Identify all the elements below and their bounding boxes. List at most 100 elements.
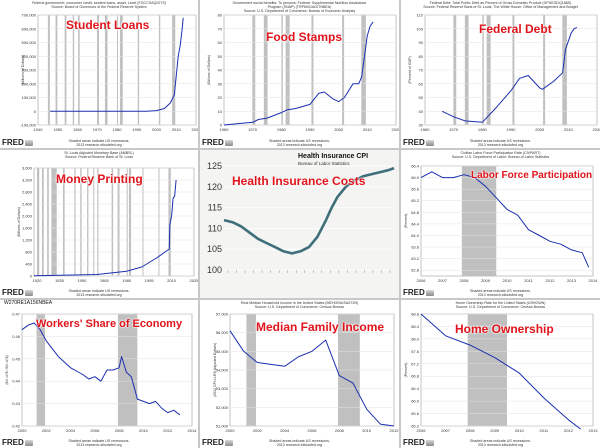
y-tick-label: 100,000 [22,95,37,100]
x-tick-label: 2006 [308,428,318,433]
y-tick-label: 60 [218,40,223,45]
y-axis-label: (Billions of Dollars) [207,55,211,85]
x-tick-label: 2010 [363,127,373,132]
y-axis-label: (Percent) [404,363,408,378]
x-tick-label: 2008 [466,428,476,433]
headline-food: Food Stamps [266,30,343,44]
y-tick-label: 70 [218,26,223,31]
fred-logo-text: FRED [2,138,24,147]
y-axis-label: (2012 CPI-U-RS Adjusted Dollars) [213,343,217,397]
y-tick-label: 0 [34,109,37,114]
fred-logo-text: FRED [2,288,24,297]
chart-svg-workers: 0.42 0.43 0.44 0.45 0.46 0.47 2000 2002 2004 2006… [5,312,197,434]
recession-bar [128,168,132,276]
y-tick-label: 54,000 [216,368,229,373]
y-tick-label: 110 [417,13,424,18]
x-tick-label: 2013 [589,428,599,433]
y-axis-label: (Percent) [404,214,408,229]
y-tick-label: 0.46 [12,334,21,339]
chart-header: Real Median Household Income in the Unit… [240,301,359,310]
headline-debt: Federal Debt [479,22,552,36]
y-tick-label: 125 [207,161,222,171]
x-tick-label: 2008 [335,428,345,433]
x-tick-label: 1960 [73,127,83,132]
fred-logo: FRED [202,138,233,147]
y-tick-label: 2,000 [22,214,33,219]
chart-svg-home: 65.2 65.6 66.0 66.4 66.8 67.2 67.6 68.0 68.4 68.8… [404,312,599,434]
fred-graph-icon [224,140,233,146]
chart-panel-home: 65.2 65.6 66.0 66.4 66.8 67.2 67.6 68.0 68.4 68.8… [401,300,600,448]
x-tick-label: 2000 [18,428,28,433]
chart-svg-income: 51,000 52,000 53,000 54,000 55,000 56,000 57,0… [213,312,399,434]
chart-svg-debt: 30 40 50 60 70 80 90 100 110 1960 1970 1980 1990 2000… [408,13,600,133]
series-line-cpi [223,166,395,255]
y-tick-label: 30 [218,81,223,86]
y-tick-label: 0 [30,274,33,279]
y-tick-label: 120 [207,182,222,192]
y-tick-label: 100 [207,265,222,275]
plot-area [420,165,594,277]
x-tick-label: 1990 [132,127,142,132]
chart-header: Home Ownership Rate for the United State… [455,301,546,310]
recession-bar [80,168,82,276]
x-tick-label: 2012 [390,428,399,433]
y-tick-label: 0.47 [12,312,21,317]
y-tick-label: 57,000 [216,312,229,317]
y-tick-label: 400 [25,262,32,267]
fred-logo: FRED [2,138,33,147]
recession-bar [97,168,99,276]
y-tick-label: 30 [419,123,424,128]
x-tick-label: 1995 [145,278,155,283]
x-tick-label: 1970 [449,127,459,132]
y-tick-label: 3,600 [22,166,33,171]
y-tick-label: 64.8 [411,210,420,215]
recession-footnote: Shaded areas indicate US recessions. 201… [68,288,130,297]
chart-panel-cpi: 100 105 110 115 120 125 Health Insurance CPI Bu… [200,150,399,298]
chart-panel-income: 51,000 52,000 53,000 54,000 55,000 56,000 57,0… [200,300,399,448]
x-tick-label: 2012 [546,278,556,283]
recession-footnote: Shaded areas indicate US recessions. 201… [470,438,531,447]
x-tick-label: 2010 [503,278,513,283]
y-tick-label: 56,000 [216,330,229,335]
fred-logo-text: FRED [403,438,425,447]
fred-graph-icon [24,440,33,446]
x-tick-label: 1980 [122,278,132,283]
fred-logo: FRED [202,438,233,447]
x-tick-label: 2013 [567,278,577,283]
x-tick-label: 1965 [100,278,110,283]
x-tick-label: 1980 [478,127,488,132]
series-line-income [229,330,395,427]
y-tick-label: 115 [208,203,222,213]
y-tick-label: 0.43 [12,401,21,406]
y-tick-label: 600,000 [22,26,37,31]
series-line-home [420,313,582,430]
fred-graph-icon [425,440,434,446]
recession-bar [36,168,40,276]
y-tick-label: 62.8 [411,268,420,273]
chart-header: Civilian Labor Force Participation Rate … [451,151,550,160]
y-tick-label: 0.45 [12,356,21,361]
y-tick-label: 63.6 [411,245,420,250]
series-line-debt [441,26,578,123]
x-tick-label: 1970 [248,127,258,132]
chart-header: W270RE1A156NBEA [4,300,53,306]
y-tick-label: 80 [218,13,223,18]
fred-logo: FRED [403,138,434,147]
x-tick-label: 1970 [93,127,103,132]
recession-bar [74,168,76,276]
chart-header: Federal government; consumer credit, stu… [32,1,166,10]
recession-bar [87,168,89,276]
y-tick-label: 0.44 [12,379,21,384]
y-tick-label: 55,000 [216,349,229,354]
fred-logo-text: FRED [403,288,425,297]
y-tick-label: 68.0 [411,336,420,341]
x-tick-label: 2006 [417,428,427,433]
x-tick-label: 2000 [535,127,545,132]
recession-footnote: Shaded areas indicate US recessions. 201… [269,138,330,147]
chart-svg-money: 0 400 800 1,200 1,600 2,000 2,400 2,800 3,200 3,6… [17,166,198,284]
x-tick-label: 2000 [334,127,344,132]
y-tick-label: 1,600 [22,226,33,231]
y-tick-label: 0 [220,123,223,128]
x-tick-label: 1960 [421,127,431,132]
recession-bar [467,314,507,426]
